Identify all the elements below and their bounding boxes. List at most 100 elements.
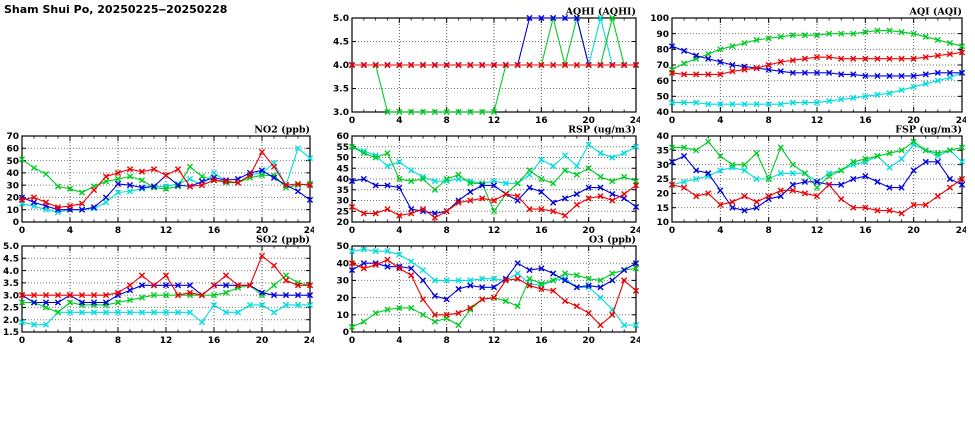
svg-text:8: 8	[444, 336, 450, 346]
svg-text:20: 20	[656, 190, 669, 200]
svg-text:0: 0	[349, 226, 355, 236]
series-o3-blue	[348, 260, 640, 303]
svg-text:0: 0	[13, 218, 19, 228]
chart-panel-o3: 0 10 20 30 40 50 0 4 8 12 16 20 24 O3 (ppb)	[328, 232, 640, 348]
svg-text:90: 90	[656, 30, 669, 40]
svg-text:20: 20	[6, 194, 19, 204]
chart-panel-fsp: 10 15 20 25 30 35 40 0 4 8 12 16 20 24 FSP (ug/m3)	[648, 122, 966, 238]
svg-text:40: 40	[656, 132, 669, 142]
svg-text:0: 0	[349, 116, 355, 126]
svg-text:60: 60	[6, 144, 19, 154]
chart-panel-so2: 1.5 2.0 2.5 3.0 3.5 4.0 4.5 5.0 0 4 8 12 16 20 24 SO2 (…	[0, 232, 314, 348]
svg-text:45: 45	[336, 164, 349, 174]
series-aqi-cyan	[668, 69, 966, 108]
svg-text:8: 8	[444, 116, 450, 126]
svg-text:50: 50	[6, 157, 19, 167]
svg-text:16: 16	[859, 116, 872, 126]
svg-text:4: 4	[717, 226, 723, 236]
svg-text:20: 20	[336, 218, 349, 228]
svg-text:24: 24	[956, 226, 966, 236]
chart-title-fsp: FSP (ug/m3)	[895, 125, 962, 136]
svg-text:20: 20	[582, 226, 595, 236]
svg-text:16: 16	[535, 336, 548, 346]
series-no2-cyan	[18, 145, 314, 216]
series-fsp-green	[668, 138, 966, 191]
svg-text:20: 20	[907, 226, 920, 236]
svg-text:20: 20	[256, 336, 269, 346]
svg-text:30: 30	[656, 161, 669, 171]
series-aqi-green	[668, 27, 966, 73]
svg-text:12: 12	[488, 336, 501, 346]
svg-text:0: 0	[19, 226, 25, 236]
svg-text:25: 25	[336, 207, 349, 217]
series-o3-red	[348, 256, 640, 329]
svg-text:0: 0	[343, 328, 349, 338]
svg-text:40: 40	[336, 259, 349, 269]
svg-text:60: 60	[336, 132, 349, 142]
chart-title-aqi: AQI (AQI)	[909, 7, 962, 18]
svg-text:12: 12	[488, 116, 501, 126]
series-so2-blue	[18, 282, 314, 306]
svg-text:24: 24	[630, 116, 640, 126]
svg-text:55: 55	[336, 143, 349, 153]
series-o3-cyan	[348, 246, 640, 329]
svg-text:4: 4	[396, 226, 402, 236]
svg-text:0: 0	[19, 336, 25, 346]
svg-text:20: 20	[907, 116, 920, 126]
svg-text:4.0: 4.0	[333, 61, 349, 71]
svg-text:10: 10	[336, 311, 349, 321]
chart-title-rsp: RSP (ug/m3)	[568, 125, 636, 136]
svg-text:8: 8	[766, 116, 772, 126]
svg-text:3.5: 3.5	[333, 85, 349, 95]
svg-text:16: 16	[208, 336, 221, 346]
svg-text:4: 4	[67, 226, 73, 236]
svg-text:40: 40	[6, 169, 19, 179]
svg-text:16: 16	[859, 226, 872, 236]
svg-text:60: 60	[656, 77, 669, 87]
svg-text:24: 24	[956, 116, 966, 126]
svg-text:0: 0	[669, 226, 675, 236]
chart-panel-rsp: 20 25 30 35 40 45 50 55 60 0 4 8 12 16 20 24 RSP (ug/m3)	[328, 122, 640, 238]
svg-text:8: 8	[115, 226, 121, 236]
series-aqi-blue	[668, 43, 966, 80]
svg-text:3.0: 3.0	[3, 291, 19, 301]
series-fsp-red	[668, 175, 966, 217]
svg-text:12: 12	[811, 116, 824, 126]
svg-text:12: 12	[488, 226, 501, 236]
svg-text:30: 30	[6, 181, 19, 191]
svg-text:40: 40	[336, 175, 349, 185]
svg-text:10: 10	[656, 218, 669, 228]
svg-text:15: 15	[656, 204, 669, 214]
svg-text:4.5: 4.5	[3, 254, 19, 264]
svg-text:35: 35	[656, 147, 669, 157]
series-so2-green	[18, 272, 314, 316]
svg-text:0: 0	[349, 336, 355, 346]
svg-text:2.5: 2.5	[3, 304, 19, 314]
svg-text:4: 4	[67, 336, 73, 346]
svg-text:3.5: 3.5	[3, 279, 19, 289]
svg-text:70: 70	[6, 132, 19, 142]
svg-text:4.0: 4.0	[3, 267, 19, 277]
svg-text:35: 35	[336, 186, 349, 196]
svg-text:70: 70	[656, 61, 669, 71]
series-aqhi-red	[348, 61, 640, 69]
svg-text:5.0: 5.0	[333, 14, 349, 24]
svg-text:12: 12	[160, 336, 173, 346]
svg-text:10: 10	[6, 206, 19, 216]
svg-text:20: 20	[582, 336, 595, 346]
svg-text:4.5: 4.5	[333, 38, 349, 48]
svg-text:16: 16	[535, 226, 548, 236]
svg-text:25: 25	[656, 175, 669, 185]
series-fsp-blue	[668, 152, 966, 214]
svg-text:3.0: 3.0	[333, 108, 349, 118]
svg-text:16: 16	[208, 226, 221, 236]
svg-text:0: 0	[669, 116, 675, 126]
series-aqi-red	[668, 49, 966, 78]
chart-title-no2: NO2 (ppb)	[254, 125, 310, 136]
svg-text:12: 12	[811, 226, 824, 236]
svg-text:40: 40	[656, 108, 669, 118]
chart-title-o3: O3 (ppb)	[589, 235, 636, 246]
svg-text:2.0: 2.0	[3, 316, 19, 326]
svg-text:20: 20	[336, 294, 349, 304]
svg-text:80: 80	[656, 46, 669, 56]
